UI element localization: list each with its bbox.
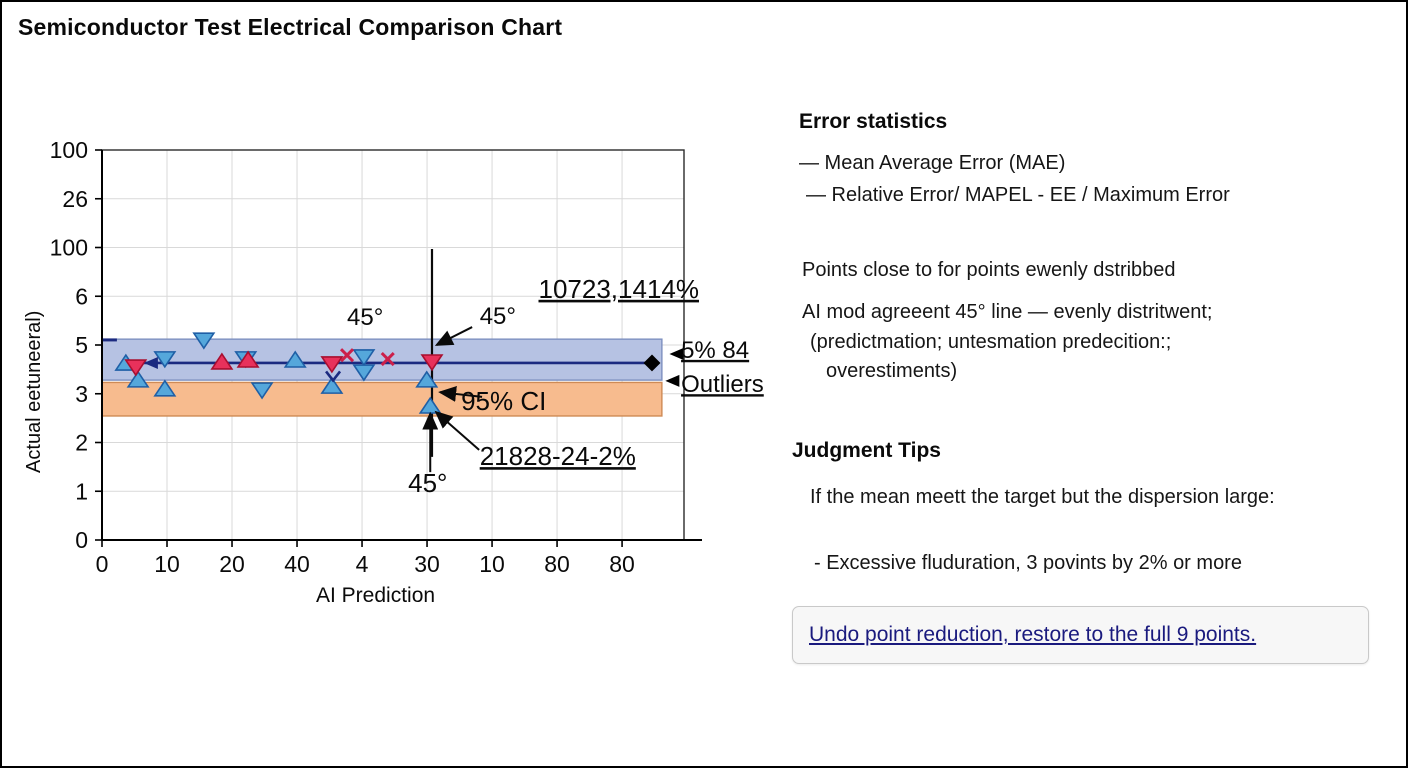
label-bottom-percent: 21828-24-2% [480,441,636,471]
marker-triangle-down [153,351,177,369]
y-tick-label: 2 [75,430,88,456]
marker-triangle-down [124,359,148,377]
arrowhead-left-glyph [665,374,680,387]
x-tick-label: 10 [479,551,505,577]
marker-cross [380,351,395,367]
y-tick-label: 100 [50,235,88,261]
marker-triangle-down [320,356,344,374]
marker-triangle-up [320,376,344,394]
y-tick-label: 1 [75,478,88,504]
y-axis-label: Actual eetuneeral) [23,311,45,473]
marker-triangle-down [192,332,216,350]
points-note-line: (predictmation; untesmation predecition:… [810,331,1172,353]
y-tick-label: 3 [75,381,88,407]
x-tick-label: 40 [284,551,310,577]
label-95-ci: 95% CI [461,386,546,416]
error-statistics-item: — Mean Average Error (MAE) [799,152,1066,174]
points-note-line: AI mod agreeent 45° line — evenly distri… [802,301,1213,323]
chevron-glyph [325,370,342,383]
error-statistics-heading: Error statistics [799,110,948,133]
label-5pct-84: 5% 84 [681,337,749,364]
points-note-line: Points close to for points ewenly dstrib… [802,259,1176,281]
marker-triangle-up [126,370,150,388]
judgment-tips-heading: Judgment Tips [792,439,941,462]
y-tick-label: 6 [75,283,88,309]
marker-triangle-up [415,370,439,388]
x-tick-label: 0 [96,551,109,577]
annotation-arrow [434,326,473,346]
y-tick-label: 100 [50,137,88,163]
annotation-arrow [438,386,483,402]
annotation-arrow [434,410,480,451]
x-tick-label: 30 [414,551,440,577]
label-45-left: 45° [347,304,383,331]
label-45-bottom: 45° [408,468,447,498]
confidence-band-blue [101,338,663,381]
arrowhead-left-glyph [143,356,158,369]
y-tick-label: 26 [62,186,88,212]
y-tick-label: 0 [75,527,88,553]
marker-triangle-down [352,349,376,367]
label-45-right: 45° [480,303,516,330]
label-outliers: Outliers [681,371,764,398]
marker-triangle-up [236,350,260,368]
marker-triangle-up [210,352,234,370]
undo-reduction-box: Undo point reduction, restore to the ful… [792,606,1369,664]
x-tick-label: 4 [356,551,369,577]
x-tick-label: 20 [219,551,245,577]
label-top-percent: 10723,1414% [539,274,699,304]
page-title: Semiconductor Test Electrical Comparison… [18,14,563,40]
arrowhead-left-glyph [669,347,684,360]
diamond-glyph [643,354,661,372]
x-tick-label: 80 [609,551,635,577]
judgment-tip-line: - Excessive fluduration, 3 povints by 2%… [814,552,1242,574]
marker-cross [339,348,355,363]
outlier-band-orange [101,381,663,417]
x-axis-label: AI Prediction [316,584,435,607]
judgment-tip-line: If the mean meett the target but the dis… [810,486,1275,508]
error-statistics-item: — Relative Error/ MAPEL - EE / Maximum E… [806,184,1230,206]
marker-triangle-up [283,350,307,368]
points-note-line: overestiments) [826,360,958,382]
marker-triangle-down [420,354,444,372]
x-tick-label: 80 [544,551,570,577]
x-tick-label: 10 [154,551,180,577]
marker-triangle-up [153,379,177,397]
marker-triangle-down [250,382,274,400]
comparison-chart: 0 10 20 40 4 30 10 80 80 100 26 100 6 5 3 2 1 0 AI Predict… [12,132,802,632]
undo-reduction-link[interactable]: Undo point reduction, restore to the ful… [809,623,1257,646]
marker-triangle-down [352,364,376,382]
y-tick-label: 5 [75,332,88,358]
